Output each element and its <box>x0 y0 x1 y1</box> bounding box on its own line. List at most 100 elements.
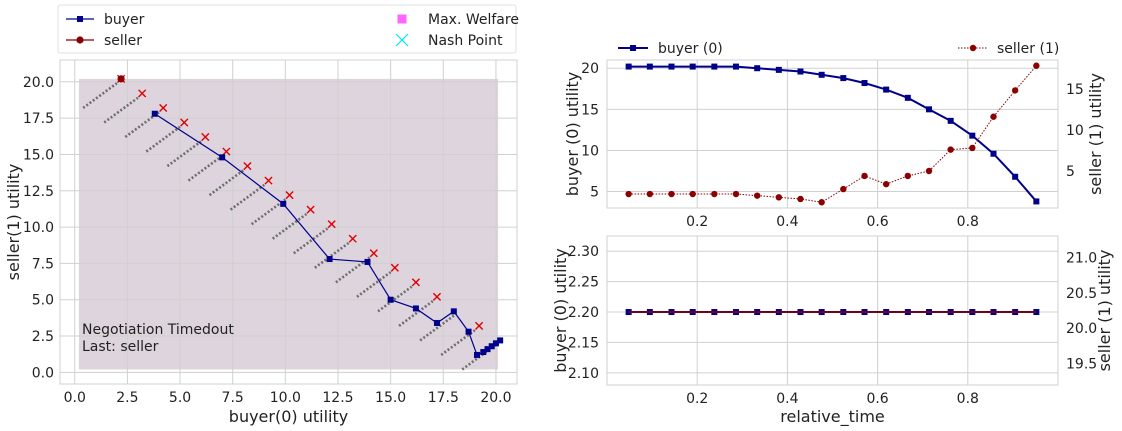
buyer-point <box>488 343 495 350</box>
x-tick-label: 0.0 <box>64 390 86 406</box>
buyer-utility-point <box>689 63 696 70</box>
offer-x-mark-stroke-b <box>285 191 294 200</box>
outcome-dotted-line <box>250 198 287 226</box>
y-right-tick-label: 21.0 <box>1066 250 1097 266</box>
legend-seller-marker <box>969 44 977 52</box>
y-right-axis-label: seller (1) utility <box>1095 250 1114 372</box>
buyer-utility-point <box>861 80 868 87</box>
offer-x-mark-stroke-b <box>348 234 357 243</box>
outcome-dotted-line <box>229 183 266 211</box>
x-tick-label: 12.5 <box>322 390 353 406</box>
outcome-dotted-line <box>271 212 308 240</box>
legend-buyer-label: buyer <box>104 12 145 28</box>
offer-x-mark <box>306 205 315 214</box>
buyer-point <box>412 305 419 312</box>
legend-seller-label: seller <box>104 33 142 49</box>
offer-x-mark-stroke-b <box>390 263 399 272</box>
utility-space-chart: 0.0 2.5 5.0 7.5 10.0 12.5 15.0 17.5 20.0 0.0 2.5 5.… <box>4 59 518 426</box>
seller-utility-point <box>753 192 761 199</box>
offer-x-mark <box>159 103 168 113</box>
x-tick-label: 10.0 <box>270 390 301 406</box>
outcome-dotted-line <box>314 242 350 269</box>
buyer-utility-point <box>668 63 675 70</box>
y-tick-label: 10.0 <box>23 220 54 236</box>
seller-utility-point <box>882 180 890 188</box>
buyer-utility-point <box>754 65 761 72</box>
offer-x-mark-stroke-b <box>159 103 168 113</box>
seller-utility-point <box>925 167 933 175</box>
timeout-annotation: Negotiation Timedout <box>82 322 234 338</box>
outcome-dotted-line <box>440 329 476 356</box>
buyer-utility-point <box>904 94 911 101</box>
offer-x-mark-stroke-b <box>264 176 273 185</box>
buyer-point <box>450 308 457 315</box>
offer-x-mark <box>264 176 273 185</box>
y-right-tick-label: 20.0 <box>1066 321 1097 337</box>
offer-x-mark-stroke-b <box>306 205 315 214</box>
seller-utility-point <box>1033 62 1040 69</box>
seller-utility-point <box>668 190 675 198</box>
y-left-axis-label: buyer (0) utility <box>551 248 570 373</box>
utility-space-frame <box>59 59 518 385</box>
buyer-utility-point <box>947 117 954 124</box>
buyer-utility-line <box>628 65 1038 203</box>
legend-buyer-label: buyer (0) <box>658 41 723 57</box>
y-tick-label: 2.5 <box>32 329 54 345</box>
seller-utility-point <box>732 190 740 198</box>
outcome-dotted-line <box>208 169 244 197</box>
buyer-utility-point <box>797 68 804 75</box>
buyer-point <box>326 256 333 263</box>
buyer-utility-point <box>840 75 847 82</box>
utility-time-frame <box>606 59 1059 209</box>
buyer-utility-point <box>732 63 739 70</box>
seller-utility-point <box>947 146 954 153</box>
outcome-dotted-line <box>356 271 392 298</box>
buyer-point <box>480 349 487 356</box>
offer-x-mark-stroke-b <box>369 249 378 258</box>
seller-utility-point <box>969 144 976 152</box>
legend-welfare-label: Max. Welfare <box>428 12 519 28</box>
offer-x-mark <box>138 89 147 98</box>
buyer-utility-point <box>818 71 825 78</box>
buyer-utility-point <box>969 132 976 139</box>
buyer-point <box>433 319 440 326</box>
buyer-point <box>387 296 394 303</box>
buyer-utility-point <box>775 66 782 73</box>
buyer-utility-point <box>1033 198 1040 205</box>
buyer-point <box>219 154 226 161</box>
offer-x-mark-stroke-b <box>474 321 484 330</box>
x-tick-label: 0.4 <box>776 391 798 407</box>
y-left-tick-label: 10 <box>581 143 599 159</box>
offer-x-mark <box>327 220 336 229</box>
seller-utility-point <box>711 190 718 198</box>
offer-x-mark <box>243 161 252 171</box>
outcome-dotted-line <box>398 300 434 327</box>
y-tick-label: 5.0 <box>32 293 54 309</box>
offer-x-mark-stroke-b <box>327 220 336 229</box>
buyer-point <box>151 110 158 117</box>
y-left-tick-label: 15 <box>581 102 599 118</box>
offer-x-mark-stroke-b <box>411 278 421 287</box>
offer-x-mark <box>285 191 294 200</box>
offer-x-mark-stroke-b <box>222 147 231 156</box>
outcome-dotted-line <box>124 111 160 139</box>
x-tick-label: 20.0 <box>480 390 511 406</box>
outcome-dotted-line <box>82 82 118 109</box>
offer-x-mark <box>411 278 421 287</box>
buyer-utility-point <box>711 63 718 70</box>
buyer-point <box>497 337 504 344</box>
y-right-tick-label: 20.5 <box>1066 286 1097 302</box>
y-left-tick-label: 20 <box>581 61 599 77</box>
y-right-tick-label: 19.5 <box>1066 357 1097 373</box>
y-axis-label: seller(1) utility <box>4 164 23 281</box>
x-tick-label: 0.4 <box>776 214 798 230</box>
seller-utility-point <box>775 194 783 201</box>
offer-x-mark <box>201 132 210 142</box>
outcome-dotted-line <box>335 256 371 284</box>
buyer-utility-point <box>990 150 997 157</box>
legend-buyer-marker <box>630 45 636 51</box>
y-left-tick-label: 2.15 <box>568 335 599 351</box>
utility-space-legend: buyer seller Max. Welfare Nash Point <box>57 4 519 54</box>
seller-utility-point <box>840 185 847 193</box>
